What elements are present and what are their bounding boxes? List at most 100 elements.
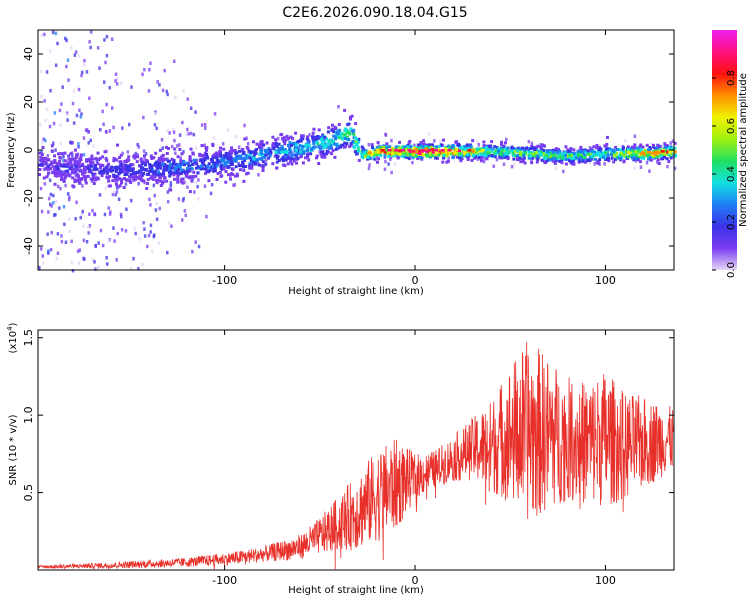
spectrogram-ridge-point [391,152,394,156]
spectrogram-ridge-point [158,172,162,176]
spectrogram-ridge-point [163,157,167,161]
spectrogram-noise-point [50,230,53,235]
spectrogram-ridge-point [312,140,315,144]
spectrogram-ridge-point [229,155,233,159]
spectrogram-noise-point [152,183,156,188]
spectrogram-ridge-point [331,123,334,127]
spectrogram-noise-point [149,61,152,65]
spectrogram-noise-point [177,197,181,201]
spectrogram-noise-point [51,164,54,169]
spectrogram-noise-point [155,217,159,221]
spectrogram-noise-point [82,136,86,140]
spectrogram-peak-point [407,149,412,152]
spectrogram-ridge-point [312,145,316,149]
spectrogram-noise-point [47,196,51,201]
spectrogram-ridge-point [357,149,361,153]
spectrogram-ridge-point [289,149,293,153]
spectrogram-ridge-point [497,147,501,151]
spectrogram-ridge-point [668,151,672,155]
spectrogram-ridge-point [92,182,96,185]
spectrogram-noise-point [113,239,116,243]
spectrogram-ridge-point [280,145,284,149]
spectrogram-ridge-point [335,145,339,148]
spectrogram-noise-point [105,102,108,107]
spectrogram-ridge-point [331,149,335,153]
spectrogram-noise-point [141,72,144,77]
spectrogram-ridge-point [535,160,539,164]
spectrogram-ridge-point [125,171,128,175]
spectrogram-ridge-point [334,142,338,146]
spectrogram-ridge-point [292,159,296,163]
spectrogram-ridge-point [226,160,230,164]
spectrogram-noise-point [42,137,45,141]
spectrogram-ridge-point [230,161,234,164]
spectrogram-ridge-point [244,165,248,168]
spectrogram-ridge-point [572,151,576,155]
spectrogram-ridge-point [456,155,460,159]
spectrogram-ridge-point [118,160,122,164]
spectrogram-ridge-point [177,164,181,168]
spectrogram-noise-point [77,145,80,149]
spectrogram-noise-point [186,97,189,101]
spectrogram-noise-point [121,151,124,156]
spectrogram-ridge-point [316,135,320,138]
spectrogram-ridge-point [333,135,337,139]
spectrogram-ridge-point [301,145,305,148]
spectrogram-noise-point [56,232,60,236]
spectrogram-ridge-point [253,152,257,156]
spectrogram-noise-point [603,162,606,166]
spectrogram-ridge-point [99,163,103,167]
spectrogram-ridge-point [319,152,323,156]
spectrogram-ridge-point [548,152,552,156]
spectrogram-noise-point [133,226,136,231]
snr-panel: -100 0 100 0.51.01.5 Height of straight li… [6,322,675,596]
spectrogram-ridge-point [529,147,533,150]
spectrogram-ridge-point [38,173,41,177]
spectrogram-ridge-point [673,154,677,158]
spectrogram-ridge-point [523,161,527,165]
spectrogram-noise-point [114,79,117,83]
spectrogram-ridge-point [158,163,162,167]
spectrogram-ridge-point [299,151,303,155]
spectrogram-ridge-point [563,153,567,157]
spectrogram-ridge-point [323,135,327,139]
spectrogram-ridge-point [420,151,424,155]
spectrogram-noise-point [71,269,75,273]
spectrogram-noise-point [156,80,159,84]
spectrogram-noise-point [539,143,542,147]
spectrogram-ridge-point [43,160,47,164]
spectrogram-ridge-point [361,149,365,153]
spectrogram-noise-point [181,198,185,203]
spectrogram-ridge-point [38,168,42,171]
spectrogram-ridge-point [261,160,265,164]
spectrogram-ridge-point [220,157,224,161]
spectrogram-ridge-point [328,138,332,142]
spectrogram-ridge-point [271,162,275,166]
spectrogram-y-tick-label: -20 [22,189,35,207]
spectrogram-ridge-point [295,143,298,147]
spectrogram-ridge-point [455,148,459,152]
spectrogram-ridge-point [306,155,310,159]
spectrogram-ridge-point [506,153,510,157]
spectrogram-ridge-point [205,152,209,156]
spectrogram-ridge-point [422,142,426,146]
spectrogram-ridge-point [160,158,164,161]
spectrogram-ridge-point [348,144,352,148]
spectrogram-ridge-point [421,153,425,157]
spectrogram-ridge-point [111,168,115,172]
spectrogram-ridge-point [630,153,633,157]
spectrogram-noise-point [181,218,184,222]
spectrogram-ridge-point [313,145,317,149]
spectrogram-ridge-point [411,153,415,157]
spectrogram-ridge-point [183,163,187,167]
spectrogram-noise-point [42,261,45,266]
spectrogram-noise-point [102,122,105,127]
spectrogram-ridge-point [603,144,607,148]
spectrogram-ridge-point [383,150,387,154]
spectrogram-ridge-point [283,142,287,146]
spectrogram-ridge-point [500,148,504,152]
spectrogram-ridge-point [659,151,663,155]
spectrogram-noise-point [88,212,91,216]
spectrogram-ridge-point [354,142,358,146]
spectrogram-ridge-point [410,150,414,154]
